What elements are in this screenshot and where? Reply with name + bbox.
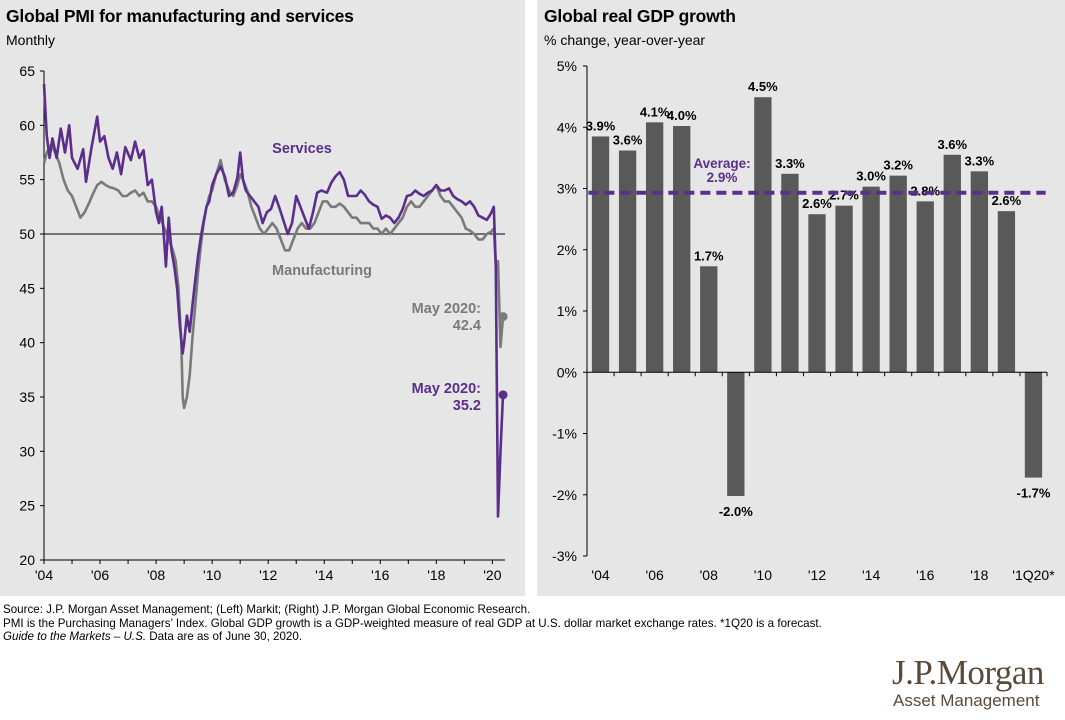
gdp-bar-value-label: -2.0% bbox=[719, 504, 753, 519]
gdp-bar-value-label: 1.7% bbox=[694, 248, 724, 263]
pmi-x-tick-label: '20 bbox=[483, 567, 501, 583]
pmi-y-tick-label: 20 bbox=[19, 552, 35, 568]
gdp-bar bbox=[618, 150, 637, 373]
pmi-chart-panel: Global PMI for manufacturing and service… bbox=[0, 0, 525, 596]
gdp-bar-value-label: 2.6% bbox=[802, 196, 832, 211]
footnotes: Source: J.P. Morgan Asset Management; (L… bbox=[3, 603, 883, 644]
gdp-bar-value-label: 3.6% bbox=[613, 133, 643, 148]
pmi-x-tick-label: '18 bbox=[427, 567, 445, 583]
pmi-y-tick-label: 45 bbox=[19, 280, 35, 296]
gdp-x-tick-label: '14 bbox=[862, 567, 880, 583]
guide-date: Data are as of June 30, 2020. bbox=[146, 630, 303, 644]
gdp-y-tick-label: 4% bbox=[557, 119, 577, 135]
gdp-bar bbox=[997, 211, 1016, 373]
gdp-chart-subtitle: % change, year-over-year bbox=[544, 32, 706, 48]
gdp-bar-value-label: 4.0% bbox=[667, 108, 697, 123]
pmi-line-chart: 20 25 30 35 40 45 50 55 60 65 '04 '06 '08 '10 '12 '14 '1… bbox=[19, 63, 508, 583]
gdp-average-label: Average: bbox=[693, 156, 750, 171]
gdp-bar-chart: -3% -2% -1% 0% 1% 2% 3% 4% 5% 3.9% '04 3.6% 4.1% '06 4… bbox=[552, 58, 1055, 583]
pmi-x-tick-label: '04 bbox=[35, 567, 53, 583]
gdp-bar bbox=[889, 175, 907, 373]
gdp-x-tick-label: '06 bbox=[646, 567, 664, 583]
services-end-marker bbox=[498, 390, 508, 400]
gdp-bar bbox=[591, 136, 610, 373]
gdp-chart-title: Global real GDP growth bbox=[544, 6, 736, 26]
pmi-y-tick-label: 65 bbox=[19, 63, 35, 79]
gdp-bar bbox=[916, 201, 934, 373]
pmi-x-tick-label: '14 bbox=[315, 567, 333, 583]
guide-title: Guide to the Markets – U.S. bbox=[3, 630, 147, 644]
gdp-bar bbox=[781, 173, 799, 373]
logo-wordmark: J.P.Morgan bbox=[892, 653, 1044, 692]
pmi-x-tick-label: '16 bbox=[371, 567, 389, 583]
gdp-x-tick-label: '16 bbox=[916, 567, 934, 583]
gdp-x-tick-label: '04 bbox=[591, 567, 609, 583]
services-line bbox=[42, 83, 505, 518]
gdp-bar-value-label: 3.9% bbox=[586, 118, 616, 133]
guide-note: Guide to the Markets – U.S. Data are as … bbox=[3, 630, 883, 644]
services-series-label: Services bbox=[272, 141, 332, 157]
gdp-y-tick-label: 0% bbox=[557, 364, 577, 380]
gdp-bar bbox=[700, 266, 718, 373]
gdp-bar-value-label: 3.0% bbox=[856, 169, 886, 184]
gdp-bar-value-label: 2.6% bbox=[992, 193, 1022, 208]
pmi-chart-title: Global PMI for manufacturing and service… bbox=[6, 6, 354, 26]
pmi-x-tick-label: '12 bbox=[259, 567, 277, 583]
gdp-bar bbox=[754, 97, 772, 373]
gdp-bar-value-label: 4.1% bbox=[640, 104, 670, 119]
pmi-chart-subtitle: Monthly bbox=[6, 32, 56, 48]
gdp-x-tick-label: '08 bbox=[700, 567, 718, 583]
gdp-average-value: 2.9% bbox=[707, 170, 738, 185]
manufacturing-end-label: May 2020: bbox=[412, 301, 481, 317]
pmi-y-tick-label: 50 bbox=[19, 226, 35, 242]
pmi-y-tick-label: 60 bbox=[19, 117, 35, 133]
definition-note: PMI is the Purchasing Managers’ Index. G… bbox=[3, 616, 822, 630]
gdp-chart-panel: Global real GDP growth % change, year-ov… bbox=[537, 0, 1065, 596]
gdp-bar bbox=[862, 186, 880, 373]
pmi-x-tick-label: '08 bbox=[147, 567, 165, 583]
gdp-bar-value-label: 3.6% bbox=[937, 137, 967, 152]
gdp-bar bbox=[645, 122, 664, 373]
gdp-bar-value-label: 3.2% bbox=[883, 158, 913, 173]
gdp-y-tick-label: 5% bbox=[557, 58, 577, 74]
gdp-bar bbox=[970, 171, 989, 373]
manufacturing-end-marker bbox=[498, 312, 508, 322]
gdp-y-tick-label: -2% bbox=[552, 487, 577, 503]
gdp-bar-value-label: 3.3% bbox=[965, 153, 995, 168]
gdp-bar-value-label: -1.7% bbox=[1016, 486, 1050, 501]
manufacturing-line bbox=[42, 143, 505, 410]
gdp-x-tick-label: '10 bbox=[754, 567, 772, 583]
services-end-value: 35.2 bbox=[453, 398, 481, 414]
source-note: Source: J.P. Morgan Asset Management; (L… bbox=[3, 603, 531, 616]
gdp-bar bbox=[727, 372, 745, 496]
gdp-bar bbox=[1024, 372, 1043, 478]
gdp-y-tick-label: -3% bbox=[552, 548, 577, 564]
services-end-label: May 2020: bbox=[412, 381, 481, 397]
gdp-bar-value-label: 3.3% bbox=[775, 156, 805, 171]
gdp-y-tick-label: -1% bbox=[552, 426, 577, 442]
pmi-y-tick-label: 35 bbox=[19, 389, 35, 405]
gdp-bar-value-label: 2.7% bbox=[829, 188, 859, 203]
gdp-y-tick-label: 3% bbox=[557, 181, 577, 197]
manufacturing-end-value: 42.4 bbox=[453, 318, 481, 334]
pmi-x-tick-label: '06 bbox=[91, 567, 109, 583]
gdp-y-tick-label: 2% bbox=[557, 242, 577, 258]
gdp-bar bbox=[808, 214, 826, 373]
gdp-bar-value-label: 4.5% bbox=[748, 79, 778, 94]
pmi-y-tick-label: 55 bbox=[19, 172, 35, 188]
gdp-y-tick-label: 1% bbox=[557, 303, 577, 319]
gdp-x-tick-label: '1Q20* bbox=[1012, 567, 1055, 583]
pmi-y-tick-label: 30 bbox=[19, 443, 35, 459]
jpmorgan-logo: J.P.Morgan Asset Management bbox=[892, 655, 1044, 711]
manufacturing-series-label: Manufacturing bbox=[272, 263, 372, 279]
pmi-y-tick-label: 40 bbox=[19, 335, 35, 351]
pmi-y-tick-label: 25 bbox=[19, 498, 35, 514]
logo-subtitle: Asset Management bbox=[893, 691, 1040, 710]
gdp-x-tick-label: '18 bbox=[970, 567, 988, 583]
pmi-x-tick-label: '10 bbox=[203, 567, 221, 583]
gdp-x-tick-label: '12 bbox=[808, 567, 826, 583]
gdp-bar bbox=[835, 205, 853, 373]
gdp-bar bbox=[673, 126, 691, 373]
gdp-bar bbox=[943, 154, 961, 373]
